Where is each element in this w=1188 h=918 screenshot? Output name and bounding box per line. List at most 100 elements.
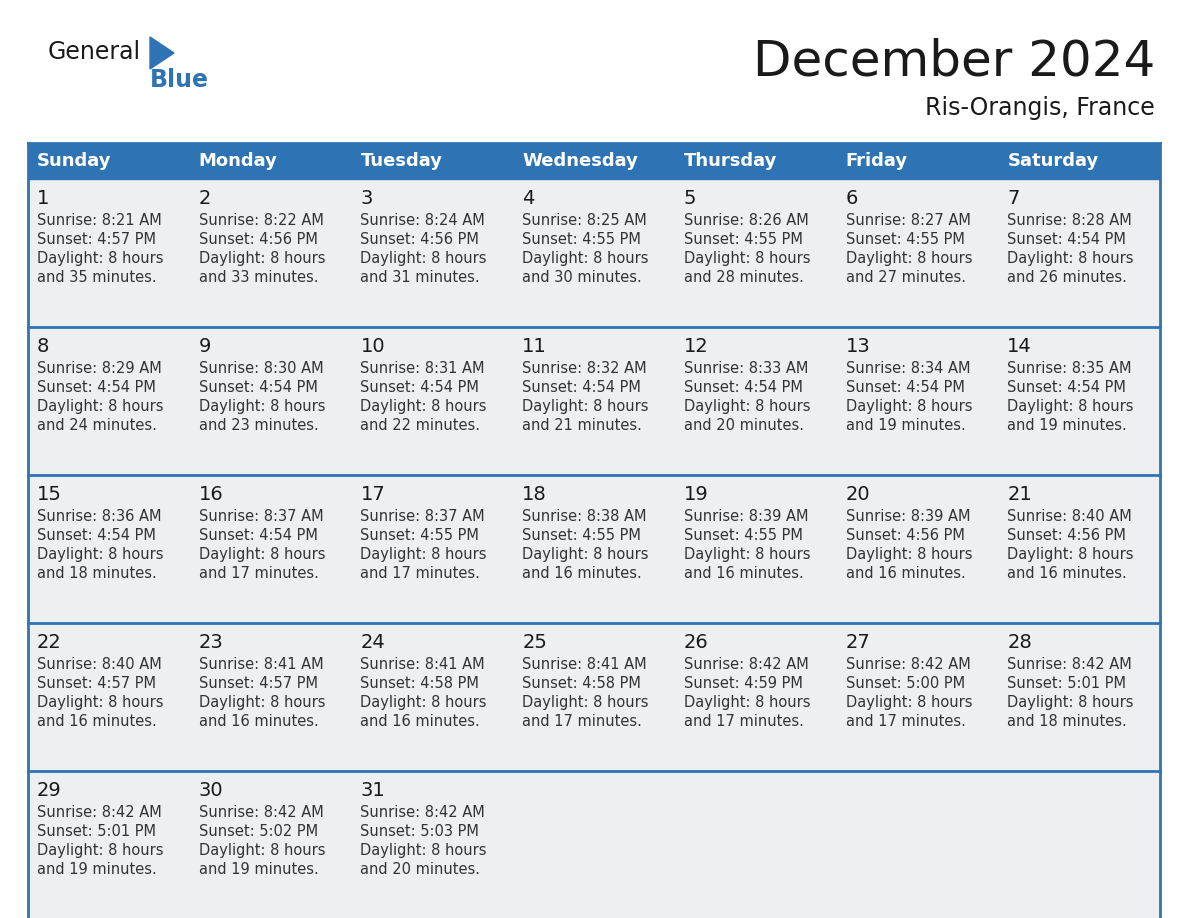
- Text: Daylight: 8 hours: Daylight: 8 hours: [37, 695, 164, 710]
- Text: and 18 minutes.: and 18 minutes.: [37, 566, 157, 581]
- Text: Tuesday: Tuesday: [360, 152, 442, 170]
- Bar: [29, 475, 1159, 623]
- Text: Monday: Monday: [198, 152, 278, 170]
- Text: Friday: Friday: [846, 152, 908, 170]
- Text: 21: 21: [1007, 485, 1032, 504]
- Text: Daylight: 8 hours: Daylight: 8 hours: [198, 547, 326, 562]
- Text: Blue: Blue: [150, 68, 209, 92]
- Text: and 19 minutes.: and 19 minutes.: [1007, 418, 1127, 433]
- Text: 13: 13: [846, 337, 871, 356]
- Text: 8: 8: [37, 337, 50, 356]
- Text: Sunset: 5:00 PM: Sunset: 5:00 PM: [846, 676, 965, 691]
- Text: 29: 29: [37, 781, 62, 800]
- Text: 22: 22: [37, 633, 62, 652]
- Bar: [513, 143, 675, 179]
- Text: Sunset: 4:54 PM: Sunset: 4:54 PM: [37, 528, 156, 543]
- Text: Sunrise: 8:41 AM: Sunrise: 8:41 AM: [360, 657, 485, 672]
- Bar: [998, 143, 1159, 179]
- Text: Daylight: 8 hours: Daylight: 8 hours: [523, 399, 649, 414]
- Bar: [836, 143, 998, 179]
- Text: Daylight: 8 hours: Daylight: 8 hours: [1007, 251, 1133, 266]
- Text: Sunrise: 8:34 AM: Sunrise: 8:34 AM: [846, 361, 971, 376]
- Text: Sunset: 4:57 PM: Sunset: 4:57 PM: [37, 232, 156, 247]
- Text: and 33 minutes.: and 33 minutes.: [198, 270, 318, 285]
- Text: and 16 minutes.: and 16 minutes.: [846, 566, 966, 581]
- Text: Sunrise: 8:42 AM: Sunrise: 8:42 AM: [684, 657, 809, 672]
- Text: Sunset: 4:58 PM: Sunset: 4:58 PM: [360, 676, 479, 691]
- Text: 2: 2: [198, 189, 211, 208]
- Text: Sunrise: 8:33 AM: Sunrise: 8:33 AM: [684, 361, 808, 376]
- Bar: [29, 623, 1159, 771]
- Text: Daylight: 8 hours: Daylight: 8 hours: [846, 251, 972, 266]
- Text: 15: 15: [37, 485, 62, 504]
- Text: Sunrise: 8:42 AM: Sunrise: 8:42 AM: [198, 805, 323, 820]
- Text: Daylight: 8 hours: Daylight: 8 hours: [684, 695, 810, 710]
- Bar: [352, 143, 513, 179]
- Text: 24: 24: [360, 633, 385, 652]
- Text: Sunrise: 8:38 AM: Sunrise: 8:38 AM: [523, 509, 646, 524]
- Text: and 21 minutes.: and 21 minutes.: [523, 418, 642, 433]
- Text: Sunrise: 8:42 AM: Sunrise: 8:42 AM: [846, 657, 971, 672]
- Text: and 19 minutes.: and 19 minutes.: [198, 862, 318, 877]
- Text: Sunrise: 8:37 AM: Sunrise: 8:37 AM: [198, 509, 323, 524]
- Bar: [29, 771, 1159, 918]
- Text: 19: 19: [684, 485, 708, 504]
- Text: Sunset: 4:55 PM: Sunset: 4:55 PM: [684, 528, 803, 543]
- Text: and 17 minutes.: and 17 minutes.: [198, 566, 318, 581]
- Text: Daylight: 8 hours: Daylight: 8 hours: [1007, 695, 1133, 710]
- Text: 23: 23: [198, 633, 223, 652]
- Text: 17: 17: [360, 485, 385, 504]
- Text: Daylight: 8 hours: Daylight: 8 hours: [198, 843, 326, 858]
- Text: and 17 minutes.: and 17 minutes.: [360, 566, 480, 581]
- Text: Sunset: 4:54 PM: Sunset: 4:54 PM: [360, 380, 479, 395]
- Text: Sunset: 4:55 PM: Sunset: 4:55 PM: [846, 232, 965, 247]
- Text: Sunset: 4:55 PM: Sunset: 4:55 PM: [684, 232, 803, 247]
- Text: 16: 16: [198, 485, 223, 504]
- Text: and 20 minutes.: and 20 minutes.: [684, 418, 804, 433]
- Text: Sunset: 4:54 PM: Sunset: 4:54 PM: [198, 528, 317, 543]
- Text: 25: 25: [523, 633, 546, 652]
- Text: 4: 4: [523, 189, 535, 208]
- Text: Sunrise: 8:24 AM: Sunrise: 8:24 AM: [360, 213, 485, 228]
- Text: and 28 minutes.: and 28 minutes.: [684, 270, 804, 285]
- Text: December 2024: December 2024: [753, 38, 1155, 86]
- Polygon shape: [150, 37, 173, 69]
- Bar: [29, 327, 1159, 475]
- Text: and 16 minutes.: and 16 minutes.: [523, 566, 642, 581]
- Text: Sunrise: 8:39 AM: Sunrise: 8:39 AM: [846, 509, 971, 524]
- Text: General: General: [48, 40, 141, 64]
- Text: Sunrise: 8:32 AM: Sunrise: 8:32 AM: [523, 361, 646, 376]
- Text: Sunset: 4:54 PM: Sunset: 4:54 PM: [1007, 232, 1126, 247]
- Text: Sunrise: 8:42 AM: Sunrise: 8:42 AM: [1007, 657, 1132, 672]
- Text: Sunrise: 8:36 AM: Sunrise: 8:36 AM: [37, 509, 162, 524]
- Text: Sunset: 5:03 PM: Sunset: 5:03 PM: [360, 824, 479, 839]
- Bar: [29, 143, 1159, 918]
- Text: Thursday: Thursday: [684, 152, 777, 170]
- Text: Sunday: Sunday: [37, 152, 112, 170]
- Text: 9: 9: [198, 337, 211, 356]
- Text: 5: 5: [684, 189, 696, 208]
- Text: Sunset: 4:57 PM: Sunset: 4:57 PM: [37, 676, 156, 691]
- Text: 27: 27: [846, 633, 871, 652]
- Text: Sunrise: 8:41 AM: Sunrise: 8:41 AM: [198, 657, 323, 672]
- Text: 28: 28: [1007, 633, 1032, 652]
- Text: 3: 3: [360, 189, 373, 208]
- Text: Sunset: 4:54 PM: Sunset: 4:54 PM: [37, 380, 156, 395]
- Text: and 17 minutes.: and 17 minutes.: [523, 714, 642, 729]
- Text: Sunset: 4:55 PM: Sunset: 4:55 PM: [523, 528, 642, 543]
- Text: Daylight: 8 hours: Daylight: 8 hours: [360, 843, 487, 858]
- Text: Sunrise: 8:42 AM: Sunrise: 8:42 AM: [37, 805, 162, 820]
- Text: Sunrise: 8:26 AM: Sunrise: 8:26 AM: [684, 213, 809, 228]
- Text: 26: 26: [684, 633, 708, 652]
- Text: Sunrise: 8:21 AM: Sunrise: 8:21 AM: [37, 213, 162, 228]
- Text: Daylight: 8 hours: Daylight: 8 hours: [37, 547, 164, 562]
- Text: and 20 minutes.: and 20 minutes.: [360, 862, 480, 877]
- Text: Sunset: 4:56 PM: Sunset: 4:56 PM: [360, 232, 479, 247]
- Text: and 16 minutes.: and 16 minutes.: [684, 566, 803, 581]
- Text: Sunset: 4:59 PM: Sunset: 4:59 PM: [684, 676, 803, 691]
- Text: Daylight: 8 hours: Daylight: 8 hours: [360, 399, 487, 414]
- Text: Sunrise: 8:35 AM: Sunrise: 8:35 AM: [1007, 361, 1132, 376]
- Text: Sunset: 4:54 PM: Sunset: 4:54 PM: [523, 380, 642, 395]
- Text: Sunrise: 8:27 AM: Sunrise: 8:27 AM: [846, 213, 971, 228]
- Text: and 16 minutes.: and 16 minutes.: [37, 714, 157, 729]
